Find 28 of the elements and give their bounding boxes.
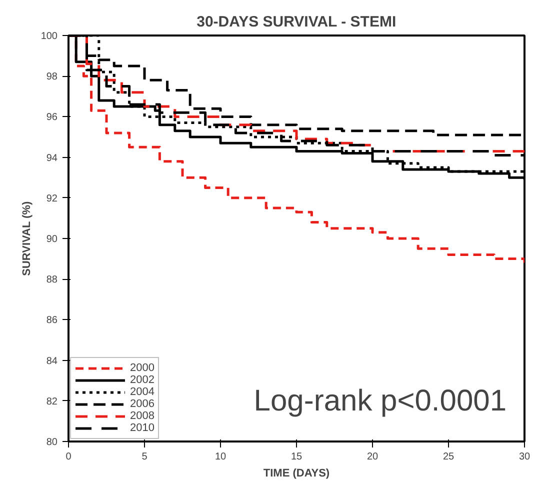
legend-label: 2008 (130, 410, 154, 422)
legend-label: 2010 (130, 422, 154, 434)
y-tick-label: 84 (46, 356, 58, 367)
x-axis-title: TIME (DAYS) (263, 468, 330, 480)
y-tick-label: 80 (46, 437, 58, 448)
y-tick-label: 82 (46, 396, 58, 408)
x-tick-label: 10 (214, 452, 226, 462)
legend-label: 2002 (130, 374, 154, 386)
x-tick-label: 15 (290, 452, 302, 462)
x-tick-label: 20 (366, 452, 378, 462)
annotation: Log-rank p<0.0001 (254, 384, 507, 418)
y-axis-title: SURVIVAL (%) (20, 200, 33, 276)
y-tick-label: 100 (40, 31, 58, 42)
legend-label: 2000 (130, 362, 154, 374)
x-tick-label: 30 (518, 452, 530, 462)
y-tick-label: 92 (46, 193, 58, 204)
chart-title: 30-DAYS SURVIVAL - STEMI (196, 14, 396, 30)
y-tick-label: 86 (46, 315, 58, 326)
y-tick-label: 96 (46, 112, 58, 124)
legend-label: 2004 (130, 386, 154, 398)
y-tick-label: 90 (46, 234, 58, 245)
x-tick-label: 0 (66, 452, 72, 462)
x-tick-label: 5 (142, 452, 148, 462)
x-tick-label: 25 (442, 452, 454, 462)
y-tick-label: 88 (46, 274, 58, 286)
y-tick-label: 98 (46, 72, 58, 83)
y-tick-label: 94 (46, 152, 58, 164)
legend-label: 2006 (130, 398, 154, 410)
